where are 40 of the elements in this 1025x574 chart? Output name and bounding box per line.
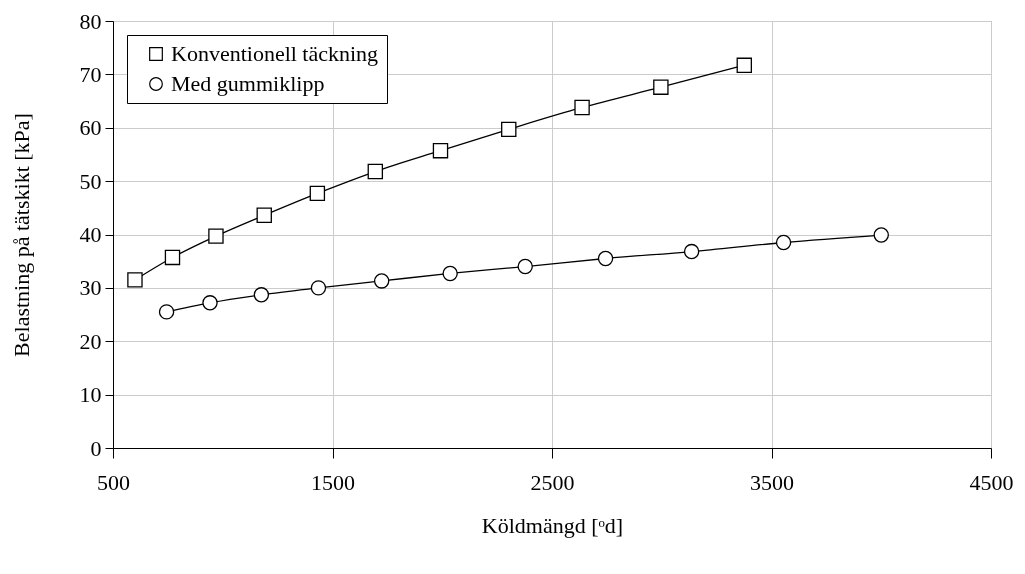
x-tick-label: 2500 — [530, 469, 575, 495]
point — [517, 258, 533, 275]
point — [367, 163, 384, 180]
point — [127, 272, 143, 288]
y-tick-label: 70 — [79, 61, 102, 87]
legend-label: Med gummiklipp — [171, 71, 325, 96]
point — [736, 57, 752, 74]
point — [310, 280, 327, 296]
y-tick-label: 60 — [79, 115, 102, 141]
y-tick-label: 30 — [79, 275, 102, 301]
y-tick-label: 10 — [79, 382, 102, 408]
point — [775, 234, 792, 251]
y-axis-title: Belastning på tätskikt [kPa] — [8, 113, 34, 357]
x-tick-label: 1500 — [311, 469, 355, 495]
y-tick-label: 80 — [79, 8, 102, 34]
point — [208, 228, 224, 244]
y-tick-label: 50 — [79, 168, 102, 194]
point — [501, 121, 517, 138]
x-axis-title: Köldmängd [ᵒd] — [481, 512, 624, 538]
point — [442, 265, 458, 282]
point — [432, 142, 449, 159]
point — [653, 79, 669, 95]
point — [256, 207, 272, 224]
point — [164, 249, 181, 266]
point — [253, 287, 270, 303]
point — [373, 273, 390, 289]
point — [158, 304, 175, 320]
y-tick-label: 40 — [79, 222, 102, 247]
legend-label: Konventionell täckning — [171, 41, 379, 66]
point — [597, 250, 614, 267]
x-tick-label: 3500 — [750, 469, 794, 495]
x-tick-label: 4500 — [969, 469, 1014, 495]
point — [574, 99, 590, 116]
y-tick-label: 0 — [90, 435, 102, 461]
y-tick-label: 20 — [79, 328, 102, 354]
point — [683, 243, 700, 260]
point — [873, 227, 889, 243]
point — [309, 185, 326, 202]
point — [202, 295, 218, 311]
x-tick-label: 500 — [97, 469, 130, 495]
